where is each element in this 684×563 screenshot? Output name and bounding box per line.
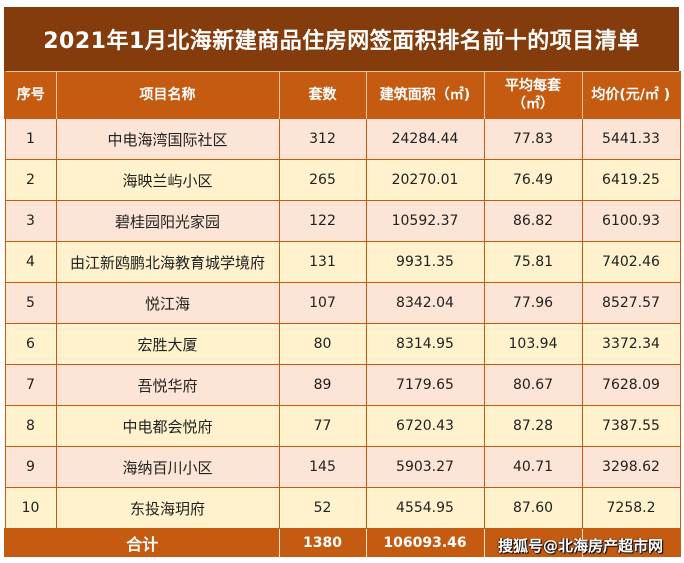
cell-price: 8527.57 [581, 282, 681, 324]
cell-name: 东投海玥府 [55, 487, 280, 529]
table-row: 6 宏胜大厦 80 8314.95 103.94 3372.34 [4, 323, 681, 365]
cell-units: 131 [278, 241, 367, 283]
ranking-table: 序号 项目名称 套数 建筑面积（㎡) 平均每套 （㎡） 均价(元/㎡ ) 1 中… [4, 71, 681, 557]
header-avg-area-line1: 平均每套 [505, 78, 561, 94]
cell-area: 8342.04 [365, 282, 485, 324]
cell-avg-area: 77.83 [483, 118, 583, 160]
total-row: 合计 1380 106093.46 [4, 528, 681, 557]
cell-price: 5441.33 [581, 118, 681, 160]
ranking-table-container: 2021年1月北海新建商品住房网签面积排名前十的项目清单 序号 项目名称 套数 … [4, 7, 681, 557]
cell-units: 107 [278, 282, 367, 324]
cell-avg-area: 87.60 [483, 487, 583, 529]
cell-area: 8314.95 [365, 323, 485, 365]
cell-price: 7258.2 [581, 487, 681, 529]
cell-index: 3 [4, 200, 57, 242]
cell-index: 4 [4, 241, 57, 283]
table-row: 4 由江新鸥鹏北海教育城学境府 131 9931.35 75.81 7402.4… [4, 241, 681, 283]
cell-avg-area: 80.67 [483, 364, 583, 406]
table-row: 7 吾悦华府 89 7179.65 80.67 7628.09 [4, 364, 681, 406]
cell-index: 1 [4, 118, 57, 160]
cell-units: 145 [278, 446, 367, 488]
header-price: 均价(元/㎡ ) [581, 71, 681, 119]
watermark: 搜狐号@北海房产超市网 [498, 537, 664, 555]
cell-name: 悦江海 [55, 282, 280, 324]
table-row: 3 碧桂园阳光家园 122 10592.37 86.82 6100.93 [4, 200, 681, 242]
cell-index: 9 [4, 446, 57, 488]
total-units: 1380 [278, 528, 366, 557]
cell-units: 89 [278, 364, 367, 406]
cell-area: 20270.01 [365, 159, 485, 201]
total-price-empty [581, 528, 681, 557]
cell-price: 6100.93 [581, 200, 681, 242]
cell-name: 吾悦华府 [55, 364, 280, 406]
cell-area: 10592.37 [365, 200, 485, 242]
table-row: 9 海纳百川小区 145 5903.27 40.71 3298.62 [4, 446, 681, 488]
header-avg-area: 平均每套 （㎡） [483, 71, 583, 119]
cell-price: 3298.62 [581, 446, 681, 488]
cell-avg-area: 103.94 [483, 323, 583, 365]
header-index: 序号 [4, 71, 57, 119]
cell-price: 7387.55 [581, 405, 681, 447]
total-avg-area-empty [483, 528, 582, 557]
cell-index: 10 [4, 487, 57, 529]
cell-avg-area: 87.28 [483, 405, 583, 447]
cell-name: 海映兰屿小区 [55, 159, 280, 201]
cell-name: 碧桂园阳光家园 [55, 200, 280, 242]
cell-area: 6720.43 [365, 405, 485, 447]
cell-index: 8 [4, 405, 57, 447]
cell-price: 7628.09 [581, 364, 681, 406]
cell-units: 122 [278, 200, 367, 242]
cell-index: 7 [4, 364, 57, 406]
cell-name: 海纳百川小区 [55, 446, 280, 488]
table-row: 8 中电都会悦府 77 6720.43 87.28 7387.55 [4, 405, 681, 447]
cell-name: 中电都会悦府 [55, 405, 280, 447]
header-units: 套数 [278, 71, 367, 119]
cell-avg-area: 77.96 [483, 282, 583, 324]
cell-avg-area: 40.71 [483, 446, 583, 488]
cell-units: 80 [278, 323, 367, 365]
header-avg-area-line2: （㎡） [512, 96, 554, 112]
cell-index: 2 [4, 159, 57, 201]
cell-name: 由江新鸥鹏北海教育城学境府 [55, 241, 280, 283]
cell-price: 3372.34 [581, 323, 681, 365]
cell-index: 5 [4, 282, 57, 324]
table-row: 1 中电海湾国际社区 312 24284.44 77.83 5441.33 [4, 118, 681, 160]
cell-area: 24284.44 [365, 118, 485, 160]
cell-units: 52 [278, 487, 367, 529]
header-area: 建筑面积（㎡) [365, 71, 485, 119]
cell-area: 4554.95 [365, 487, 485, 529]
cell-avg-area: 76.49 [483, 159, 583, 201]
table-row: 2 海映兰屿小区 265 20270.01 76.49 6419.25 [4, 159, 681, 201]
cell-area: 5903.27 [365, 446, 485, 488]
cell-area: 9931.35 [365, 241, 485, 283]
table-row: 5 悦江海 107 8342.04 77.96 8527.57 [4, 282, 681, 324]
cell-price: 7402.46 [581, 241, 681, 283]
header-name: 项目名称 [55, 71, 280, 119]
cell-name: 中电海湾国际社区 [55, 118, 280, 160]
table-title: 2021年1月北海新建商品住房网签面积排名前十的项目清单 [4, 7, 679, 71]
cell-index: 6 [4, 323, 57, 365]
total-label: 合计 [4, 528, 279, 557]
cell-avg-area: 75.81 [483, 241, 583, 283]
cell-units: 265 [278, 159, 367, 201]
cell-units: 77 [278, 405, 367, 447]
cell-price: 6419.25 [581, 159, 681, 201]
cell-area: 7179.65 [365, 364, 485, 406]
cell-units: 312 [278, 118, 367, 160]
total-area: 106093.46 [365, 528, 484, 557]
table-row: 10 东投海玥府 52 4554.95 87.60 7258.2 [4, 487, 681, 529]
cell-name: 宏胜大厦 [55, 323, 280, 365]
cell-avg-area: 86.82 [483, 200, 583, 242]
header-row: 序号 项目名称 套数 建筑面积（㎡) 平均每套 （㎡） 均价(元/㎡ ) [4, 71, 681, 119]
